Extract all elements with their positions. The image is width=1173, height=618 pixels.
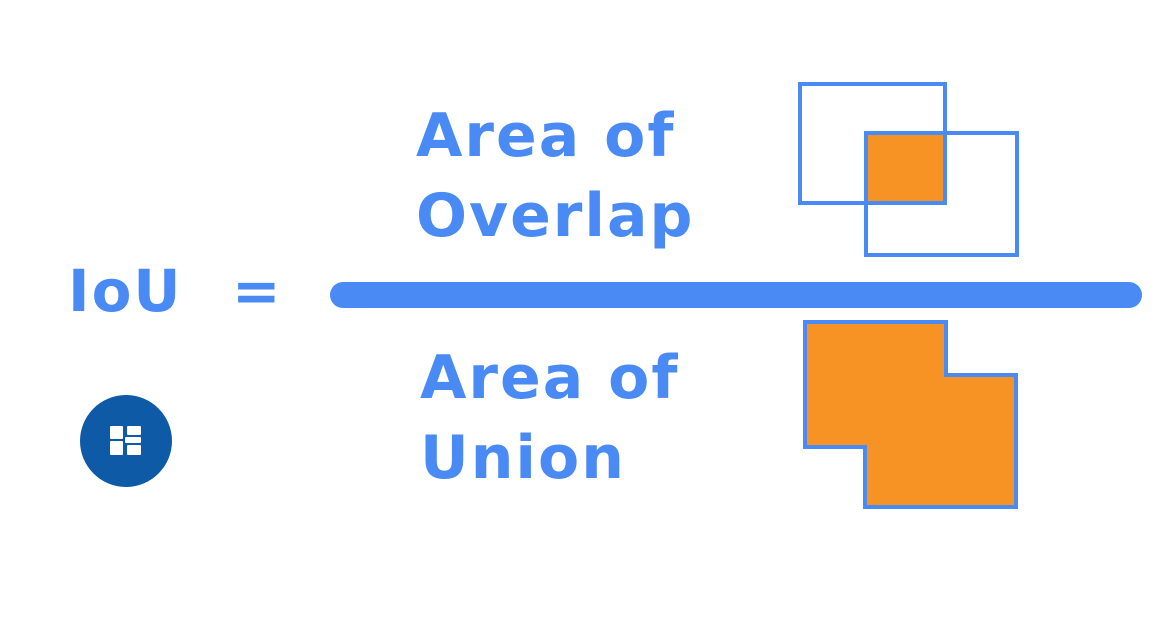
iou-label: IoU [68, 257, 183, 325]
overlap-fill [865, 131, 947, 204]
denominator-line-2: Union [420, 423, 626, 493]
denominator-line-1: Area of [420, 343, 680, 413]
box-b-outline [864, 131, 1019, 257]
numerator-line-1: Area of [416, 101, 676, 171]
union-shape [803, 320, 1018, 509]
brand-logo-icon [80, 395, 172, 487]
equals-sign: = [232, 257, 283, 325]
box-a-outline [798, 82, 947, 205]
fraction-bar [330, 282, 1142, 308]
numerator-line-2: Overlap [416, 181, 695, 251]
